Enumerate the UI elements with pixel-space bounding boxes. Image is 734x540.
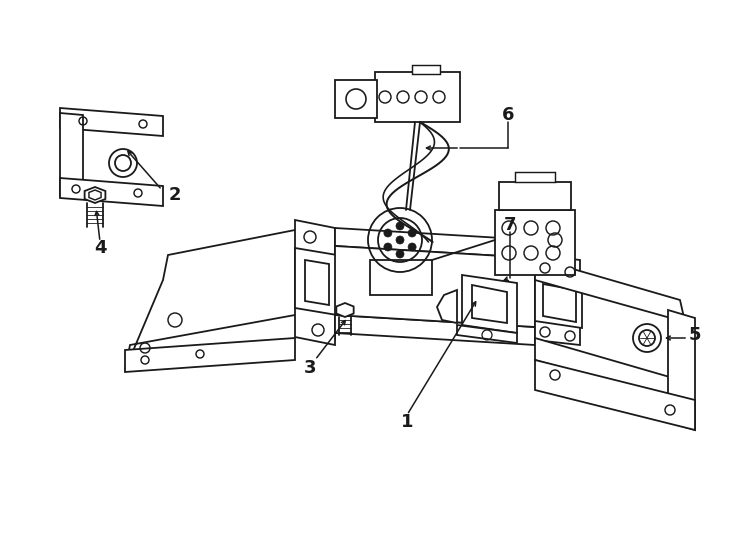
- Polygon shape: [336, 303, 354, 317]
- Text: 2: 2: [169, 186, 181, 204]
- Polygon shape: [125, 338, 295, 372]
- Polygon shape: [84, 187, 106, 203]
- Polygon shape: [437, 290, 457, 323]
- Polygon shape: [543, 284, 576, 322]
- Circle shape: [396, 250, 404, 258]
- Polygon shape: [370, 260, 432, 295]
- Polygon shape: [535, 275, 582, 328]
- Polygon shape: [125, 230, 335, 370]
- Polygon shape: [335, 80, 377, 118]
- Text: 7: 7: [504, 216, 516, 234]
- Circle shape: [384, 229, 392, 237]
- Polygon shape: [412, 65, 440, 74]
- Polygon shape: [535, 360, 695, 430]
- Text: 3: 3: [304, 359, 316, 377]
- Polygon shape: [668, 310, 695, 430]
- Polygon shape: [472, 285, 507, 323]
- Polygon shape: [515, 172, 555, 182]
- Polygon shape: [60, 108, 163, 136]
- Polygon shape: [89, 190, 101, 200]
- Text: 1: 1: [401, 413, 413, 431]
- Circle shape: [408, 243, 416, 251]
- Polygon shape: [535, 255, 580, 345]
- Text: 5: 5: [688, 326, 701, 344]
- Polygon shape: [535, 338, 685, 402]
- Polygon shape: [305, 260, 329, 305]
- Text: 6: 6: [502, 106, 515, 124]
- Circle shape: [396, 236, 404, 244]
- Polygon shape: [375, 72, 460, 122]
- Polygon shape: [295, 220, 335, 345]
- Text: 4: 4: [94, 239, 106, 257]
- Circle shape: [396, 222, 404, 230]
- Polygon shape: [457, 325, 517, 343]
- Polygon shape: [60, 178, 163, 206]
- Circle shape: [384, 243, 392, 251]
- Polygon shape: [495, 210, 575, 275]
- Polygon shape: [335, 315, 535, 345]
- Polygon shape: [335, 246, 535, 327]
- Polygon shape: [295, 248, 337, 315]
- Polygon shape: [462, 275, 517, 333]
- Circle shape: [408, 229, 416, 237]
- Polygon shape: [335, 228, 535, 258]
- Polygon shape: [535, 258, 685, 322]
- Polygon shape: [60, 113, 83, 198]
- Polygon shape: [499, 182, 571, 210]
